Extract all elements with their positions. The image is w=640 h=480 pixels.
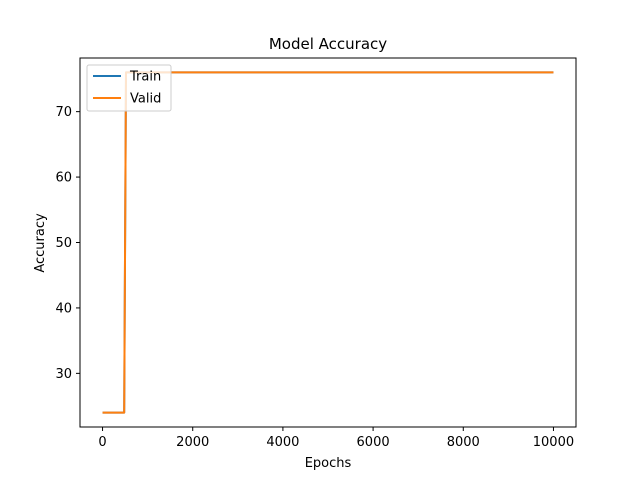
y-axis-ticks: 30 40 50 60 70 xyxy=(55,105,80,382)
x-tick-label: 0 xyxy=(98,435,106,450)
series-line-valid xyxy=(102,71,554,414)
x-axis-ticks: 0 2000 4000 6000 8000 10000 xyxy=(98,427,574,450)
x-tick-label: 4000 xyxy=(266,435,299,450)
x-tick-label: 8000 xyxy=(447,435,480,450)
y-tick-label: 40 xyxy=(55,301,72,316)
x-tick-label: 10000 xyxy=(533,435,574,450)
y-tick-label: 30 xyxy=(55,367,72,382)
legend-label-train: Train xyxy=(129,70,161,85)
plot-lines xyxy=(102,71,554,414)
y-tick-label: 60 xyxy=(55,171,72,186)
x-axis-label: Epochs xyxy=(305,456,352,471)
y-tick-label: 70 xyxy=(55,105,72,120)
chart-title: Model Accuracy xyxy=(269,35,387,53)
legend-label-valid: Valid xyxy=(130,92,161,107)
y-tick-label: 50 xyxy=(55,236,72,251)
legend: Train Valid xyxy=(86,64,172,112)
x-tick-label: 6000 xyxy=(357,435,390,450)
y-axis-label: Accuracy xyxy=(33,213,48,273)
x-tick-label: 2000 xyxy=(176,435,209,450)
